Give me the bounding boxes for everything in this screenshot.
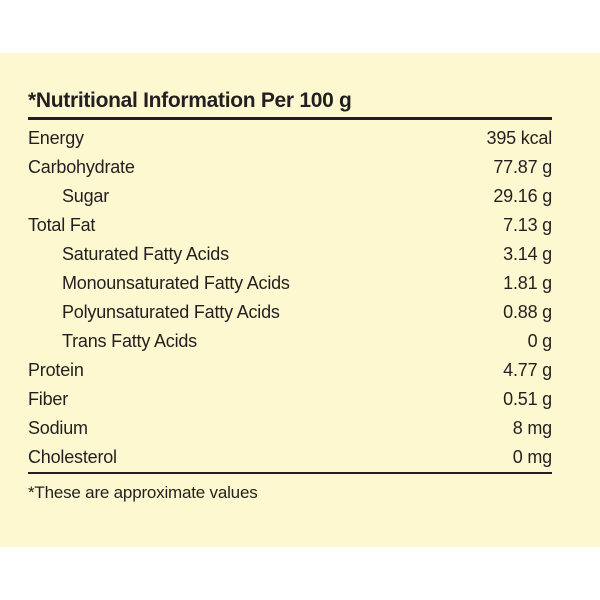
nutrient-name: Trans Fatty Acids	[62, 331, 197, 351]
nutrient-value: 1.81 g	[503, 273, 552, 293]
nutrient-name: Cholesterol	[28, 447, 117, 467]
nutrient-name: Energy	[28, 128, 84, 148]
nutrient-name: Polyunsaturated Fatty Acids	[62, 302, 280, 322]
nutrient-row: Fiber 0.51 g	[28, 385, 552, 414]
footer-divider	[28, 472, 552, 474]
nutrient-row: Monounsaturated Fatty Acids 1.81 g	[28, 269, 552, 298]
footnote: *These are approximate values	[28, 482, 258, 502]
label-title: *Nutritional Information Per 100 g	[28, 89, 352, 112]
nutrient-value: 0.51 g	[503, 389, 552, 409]
nutrient-row: Carbohydrate 77.87 g	[28, 153, 552, 182]
nutrient-value: 77.87 g	[493, 157, 552, 177]
nutrient-name: Saturated Fatty Acids	[62, 244, 229, 264]
nutrient-value: 395 kcal	[486, 128, 553, 148]
nutrient-value: 0 g	[527, 331, 553, 351]
nutrient-value: 29.16 g	[493, 186, 552, 206]
nutrient-row: Protein 4.77 g	[28, 356, 552, 385]
nutrient-table: Energy 395 kcal Carbohydrate 77.87 g Sug…	[28, 124, 552, 472]
title-divider	[28, 117, 552, 120]
nutrient-name: Monounsaturated Fatty Acids	[62, 273, 290, 293]
nutrient-value: 7.13 g	[503, 215, 552, 235]
nutrition-label: *Nutritional Information Per 100 g Energ…	[28, 87, 552, 503]
nutrient-name: Fiber	[28, 389, 69, 409]
nutrient-row: Energy 395 kcal	[28, 124, 552, 153]
nutrient-name: Sugar	[62, 186, 110, 206]
nutrient-row: Polyunsaturated Fatty Acids 0.88 g	[28, 298, 552, 327]
nutrient-name: Protein	[28, 360, 84, 380]
nutrient-value: 3.14 g	[503, 244, 552, 264]
nutrient-name: Sodium	[28, 418, 88, 438]
nutrient-value: 0 mg	[512, 447, 552, 467]
nutrient-value: 0.88 g	[503, 302, 552, 322]
nutrient-value: 8 mg	[512, 418, 552, 438]
nutrient-row: Cholesterol 0 mg	[28, 443, 552, 472]
nutrient-row: Trans Fatty Acids 0 g	[28, 327, 552, 356]
nutrient-row: Sodium 8 mg	[28, 414, 552, 443]
nutrient-row: Sugar 29.16 g	[28, 182, 552, 211]
nutrition-panel: *Nutritional Information Per 100 g Energ…	[0, 53, 600, 547]
nutrient-row: Saturated Fatty Acids 3.14 g	[28, 240, 552, 269]
nutrient-value: 4.77 g	[503, 360, 552, 380]
nutrient-row: Total Fat 7.13 g	[28, 211, 552, 240]
nutrient-name: Carbohydrate	[28, 157, 135, 177]
nutrient-name: Total Fat	[28, 215, 96, 235]
